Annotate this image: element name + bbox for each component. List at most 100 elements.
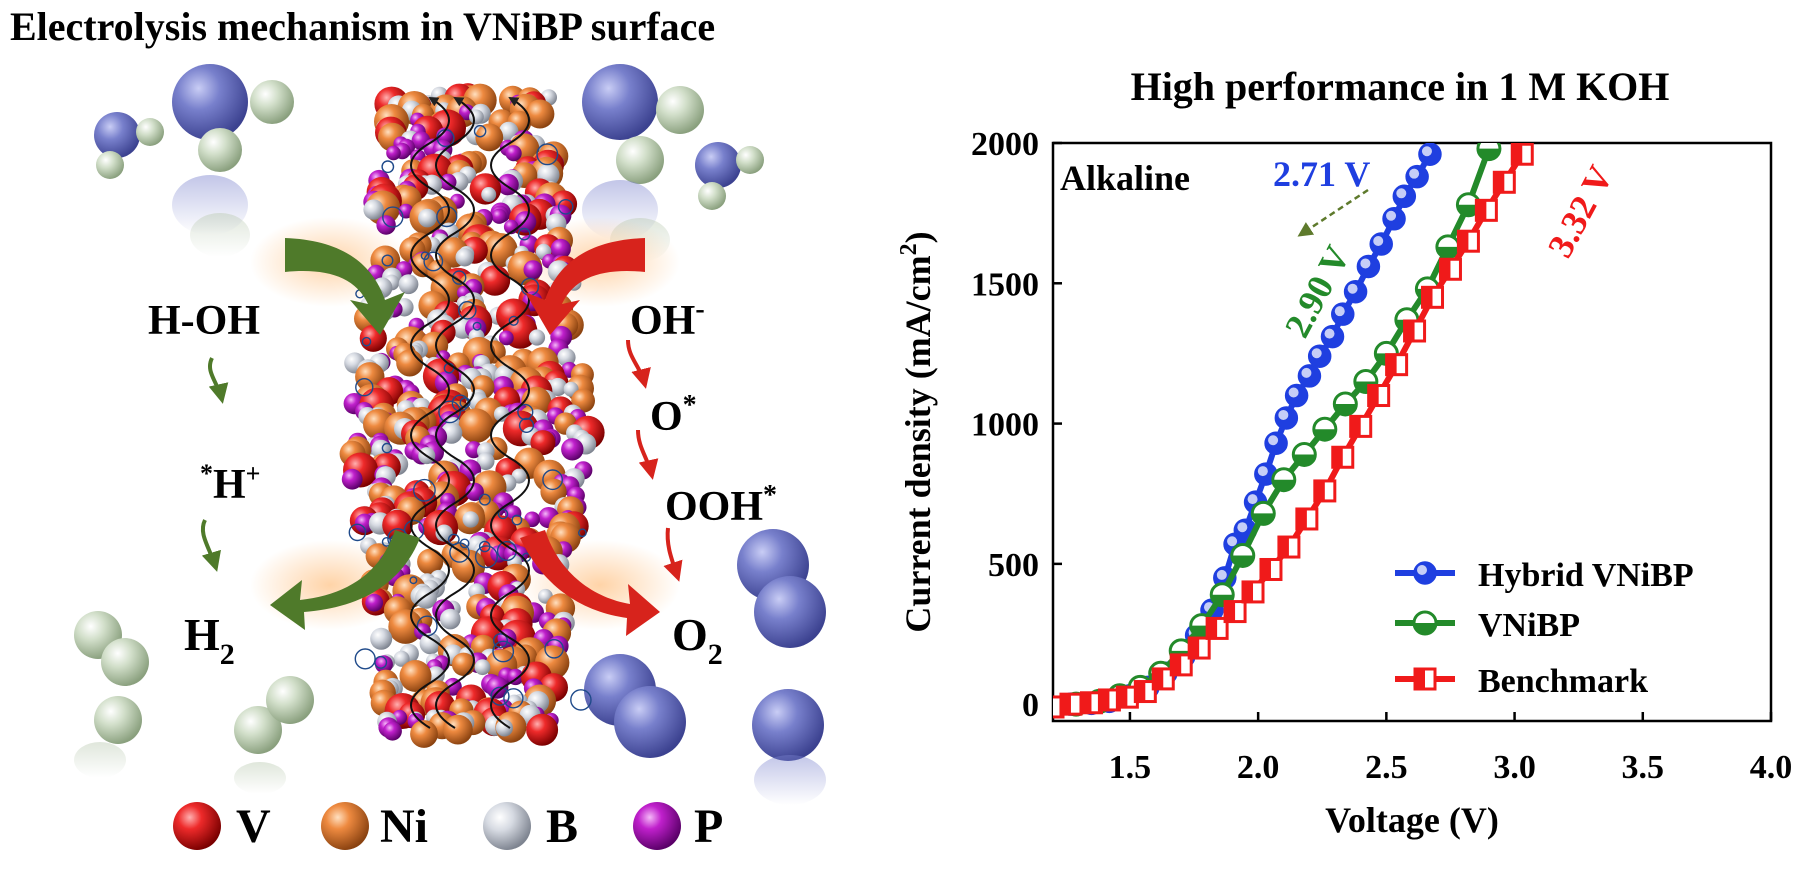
data-point [1313, 479, 1337, 503]
data-point [1307, 344, 1332, 368]
data-point [1250, 500, 1276, 526]
data-point [1476, 143, 1502, 162]
data-point [1331, 302, 1355, 326]
legend-benchmark-marker [1413, 667, 1437, 691]
legend-vnibp-label: VNiBP [1478, 607, 1580, 644]
chart-area: 1.5 2.0 2.5 3.0 3.5 4.0 0 500 1000 1500 2000 Alka… [896, 119, 1793, 840]
annotation-arrow [1297, 188, 1369, 237]
legend-marker [1413, 561, 1437, 585]
data-point [1059, 692, 1083, 716]
y-tick-label: 1000 [971, 407, 1039, 444]
y-axis-label: Current density (mA/cm2) [896, 231, 938, 632]
data-point [1223, 600, 1247, 624]
legend-hybrid-label: Hybrid VNiBP [1478, 557, 1694, 594]
data-point [1151, 667, 1175, 691]
data-point [1169, 653, 1193, 677]
her-reactant: H-OH [148, 298, 260, 344]
y-tick-label: 1500 [971, 266, 1039, 303]
data-point [1356, 254, 1381, 279]
data-point [1418, 143, 1442, 166]
data-point [1382, 207, 1406, 231]
plot-frame [1051, 141, 1773, 723]
data-point [1474, 198, 1498, 222]
data-point [1405, 164, 1429, 189]
data-point [1271, 467, 1297, 493]
data-point [1133, 680, 1157, 704]
x-tick-label: 3.5 [1622, 749, 1665, 786]
legend-ni-swatch [321, 802, 369, 850]
legend-b-label: B [546, 800, 578, 853]
x-axis-ticks: 1.5 2.0 2.5 3.0 3.5 4.0 [1109, 712, 1793, 786]
legend-vnibp-marker [1412, 610, 1438, 636]
oer-step1: O* [650, 390, 697, 440]
data-point [1187, 636, 1211, 660]
her-pathway: H-OH *H+ H2 [148, 298, 261, 671]
her-intermediate: *H+ [200, 459, 261, 508]
data-point [1456, 229, 1480, 253]
data-point [1367, 384, 1391, 408]
chart-legend: Hybrid VNiBP VNiBP Benchmark [1395, 557, 1694, 700]
y-tick-label: 500 [988, 547, 1039, 584]
legend-v-swatch [173, 802, 221, 850]
y-tick-label: 2000 [971, 126, 1039, 163]
data-point [1205, 616, 1229, 640]
x-tick-label: 2.5 [1365, 749, 1408, 786]
oer-product: O2 [672, 609, 723, 671]
legend-ni-label: Ni [380, 800, 428, 853]
data-point [1331, 445, 1355, 469]
data-point [1312, 416, 1338, 442]
y-tick-label: 0 [1022, 687, 1039, 724]
data-point [1332, 391, 1358, 417]
data-point [1349, 414, 1373, 438]
data-point [1392, 184, 1417, 209]
legend-benchmark-label: Benchmark [1478, 663, 1648, 700]
y-axis-ticks: 0 500 1000 1500 2000 [971, 126, 1062, 724]
legend-p-label: P [694, 800, 723, 853]
data-point [1320, 324, 1345, 349]
data-point [1510, 143, 1534, 166]
x-tick-label: 2.0 [1237, 749, 1280, 786]
oer-pathway: OH- O* OOH* O2 [626, 294, 777, 671]
data-point [1277, 535, 1301, 559]
data-point [1403, 319, 1427, 343]
legend-marker [1412, 610, 1438, 636]
process-arrows [270, 238, 660, 636]
x-tick-label: 4.0 [1750, 749, 1793, 786]
left-panel-title: Electrolysis mechanism in VNiBP surface [10, 4, 715, 49]
series-benchmark [1053, 119, 1550, 719]
x-tick-label: 3.0 [1493, 749, 1536, 786]
nanorod-cluster [339, 83, 605, 748]
x-tick-label: 1.5 [1109, 749, 1152, 786]
data-point [1385, 353, 1409, 377]
annotation-hybrid: 2.71 V [1273, 154, 1370, 194]
data-point [1297, 364, 1322, 388]
legend-b-swatch [483, 802, 531, 850]
data-point [1284, 383, 1309, 408]
condition-label: Alkaline [1060, 158, 1190, 198]
her-product: H2 [184, 609, 235, 671]
data-point [1241, 580, 1265, 604]
legend-hybrid-marker [1413, 561, 1437, 585]
data-point [1291, 441, 1317, 467]
data-point [1369, 232, 1393, 256]
x-axis-label: Voltage (V) [1325, 800, 1499, 840]
chart-title: High performance in 1 M KOH [1131, 64, 1670, 109]
atom-legend: V Ni B P [173, 800, 723, 853]
data-point [1492, 170, 1516, 194]
background-molecules [74, 64, 826, 805]
data-point [1274, 406, 1299, 430]
legend-p-swatch [633, 802, 681, 850]
oer-reactant: OH- [630, 294, 705, 344]
legend-v-label: V [236, 800, 271, 853]
legend-marker [1413, 667, 1437, 691]
data-point [1530, 119, 1550, 139]
data-point [1264, 431, 1288, 455]
data-point [1343, 279, 1368, 304]
oer-step2: OOH* [665, 480, 777, 530]
data-point [1230, 542, 1256, 568]
data-point [1438, 257, 1462, 281]
data-point [1435, 234, 1461, 260]
data-point [1295, 507, 1319, 531]
data-point [1259, 557, 1283, 581]
